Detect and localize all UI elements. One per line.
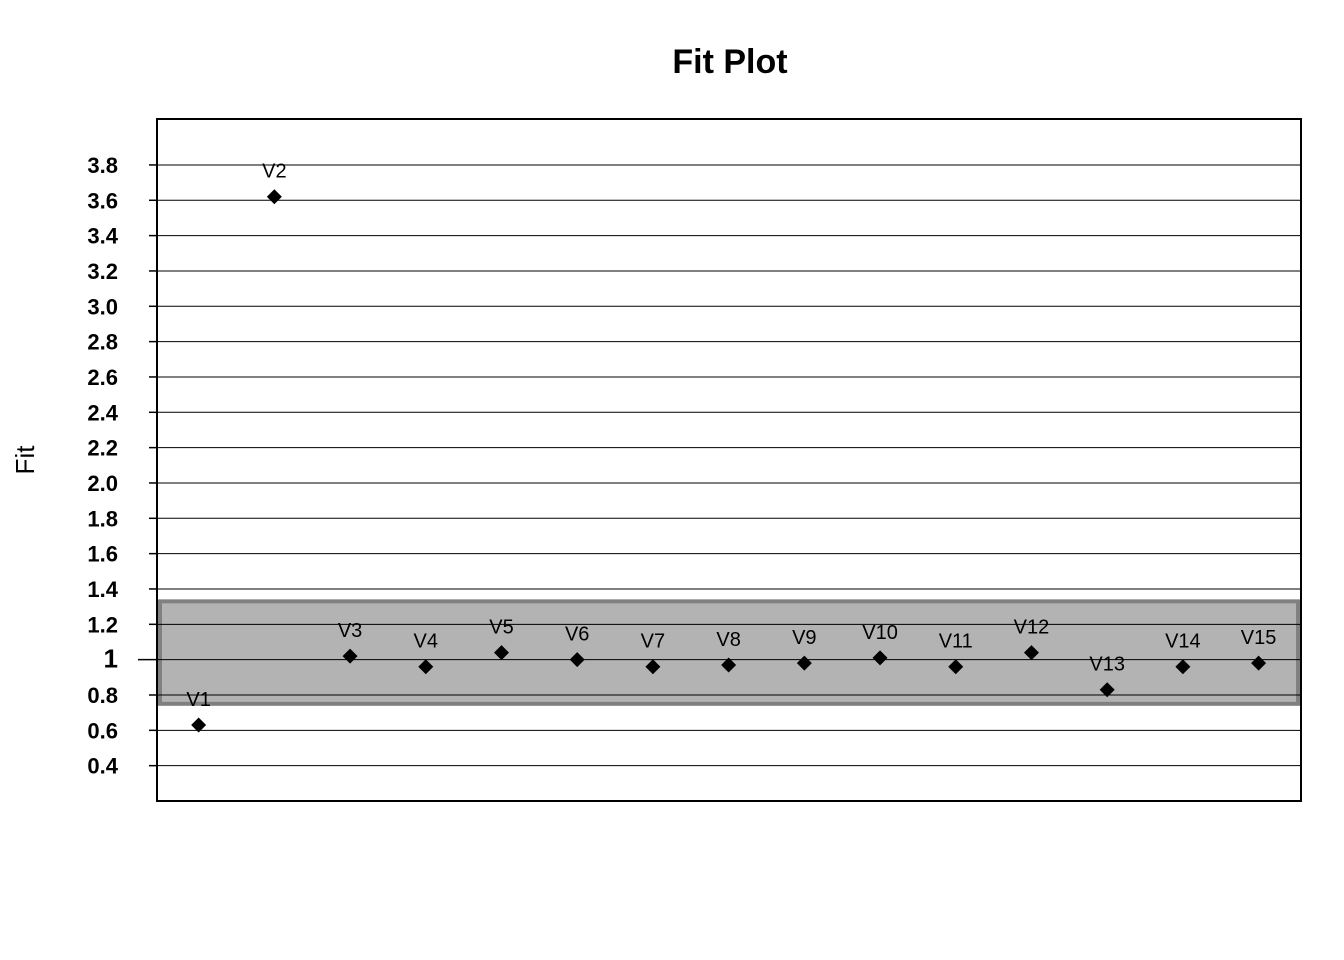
data-point-v6	[569, 652, 585, 668]
acceptable-fit-band	[158, 599, 1300, 706]
data-label: V8	[716, 629, 740, 651]
y-tick-label: 2.2	[87, 436, 118, 461]
data-label: V4	[414, 631, 438, 653]
data-point-v11	[948, 659, 964, 675]
y-tick-label: 2.6	[87, 365, 118, 390]
data-point-v14	[1175, 659, 1191, 675]
y-tick-label: 0.4	[87, 754, 118, 779]
data-point-v1	[191, 717, 207, 733]
data-label: V11	[939, 631, 973, 653]
plot-area-frame	[156, 118, 1302, 802]
y-tick-label: 3.4	[87, 224, 118, 249]
y-tick-label: 2.8	[87, 330, 118, 355]
chart-title: Fit Plot	[672, 43, 787, 81]
data-point-v4	[418, 659, 434, 675]
data-point-v9	[796, 655, 812, 671]
data-label: V5	[489, 617, 513, 639]
data-label: V6	[565, 624, 589, 646]
data-label: V9	[792, 627, 816, 649]
y-tick-label: 1.4	[87, 577, 118, 602]
data-point-v2	[266, 189, 282, 205]
data-label: V15	[1241, 627, 1277, 649]
data-label: V10	[862, 622, 898, 644]
y-tick-label: 1	[104, 644, 118, 674]
y-tick-label: 2.0	[87, 471, 118, 496]
data-point-v3	[342, 648, 358, 664]
y-tick-label: 3.8	[87, 153, 118, 178]
data-label: V12	[1014, 617, 1050, 639]
data-point-v13	[1099, 682, 1115, 698]
data-label: V1	[186, 689, 210, 711]
data-label: V2	[262, 161, 286, 183]
y-axis-label: Fit	[10, 445, 40, 475]
y-tick-label: 0.6	[87, 718, 118, 743]
data-label: V7	[641, 631, 665, 653]
data-point-v7	[645, 659, 661, 675]
data-label: V3	[338, 620, 362, 642]
data-point-v8	[721, 657, 737, 673]
y-tick-label: 1.2	[87, 612, 118, 637]
y-tick-label: 1.6	[87, 542, 118, 567]
y-tick-label: 2.4	[87, 400, 118, 425]
data-point-v15	[1251, 655, 1267, 671]
y-tick-label: 3.6	[87, 188, 118, 213]
data-label: V13	[1089, 654, 1125, 676]
y-tick-label: 3.0	[87, 294, 118, 319]
data-label: V14	[1165, 631, 1201, 653]
y-tick-label: 3.2	[87, 259, 118, 284]
data-point-v12	[1023, 645, 1039, 661]
y-tick-label: 1.8	[87, 506, 118, 531]
data-point-v5	[493, 645, 509, 661]
y-tick-label: 0.8	[87, 683, 118, 708]
data-point-v10	[872, 650, 888, 666]
